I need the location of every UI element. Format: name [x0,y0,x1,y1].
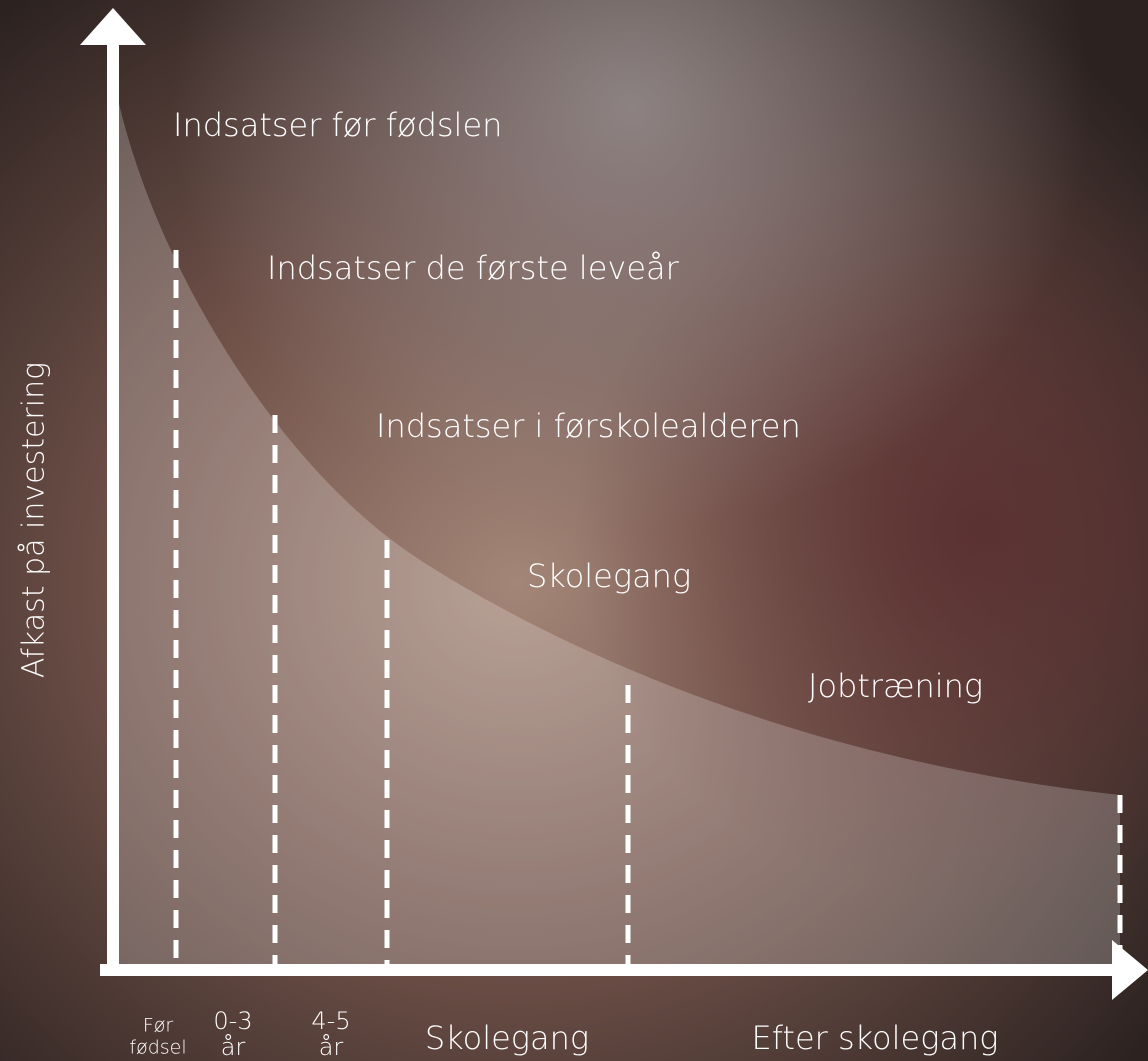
dividers [173,250,1123,965]
x-label: Før [143,1015,174,1037]
x-label: Efter skolegang [752,1019,999,1057]
x-label: Skolegang [425,1019,589,1057]
stage-label: Jobtræning [808,667,983,705]
x-arrow [1112,940,1148,1000]
y-arrow [80,8,146,45]
y-axis-label: Afkast på investering [16,362,52,678]
x-label: 4-5 [311,1007,350,1035]
stage-label: Indsatser de første leveår [267,249,680,287]
x-label: år [221,1033,246,1061]
stage-label: Indsatser før fødslen [173,106,502,144]
curve-area [115,85,1120,970]
stage-label: Skolegang [527,557,691,595]
x-label: 0-3 [213,1007,252,1035]
stage-labels: Indsatser før fødslen Indsatser de første… [173,106,983,705]
x-label: år [319,1033,344,1061]
x-label: fødsel [129,1037,186,1059]
stage-label: Indsatser i førskolealderen [376,407,801,445]
